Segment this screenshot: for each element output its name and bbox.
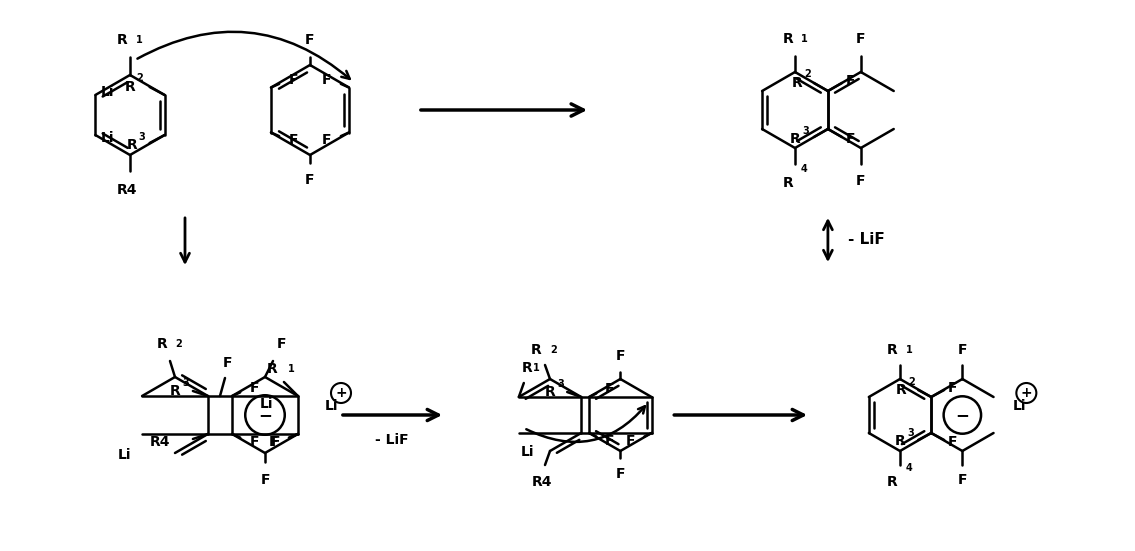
- Text: R: R: [782, 32, 793, 46]
- Text: Li: Li: [1012, 399, 1026, 413]
- Text: F: F: [605, 382, 615, 396]
- Text: R: R: [531, 343, 543, 357]
- Text: 3: 3: [907, 428, 914, 438]
- Text: R: R: [125, 80, 135, 94]
- Text: 4: 4: [801, 164, 808, 174]
- Text: F: F: [615, 467, 625, 481]
- Text: Li: Li: [117, 448, 131, 462]
- Text: R: R: [522, 361, 532, 375]
- Text: 2: 2: [550, 345, 557, 355]
- Text: R: R: [117, 33, 128, 47]
- Text: Li: Li: [325, 399, 338, 413]
- Text: R: R: [896, 434, 906, 448]
- Text: Li: Li: [260, 397, 272, 411]
- Text: F: F: [250, 435, 260, 449]
- Text: F: F: [289, 133, 299, 148]
- Text: R4: R4: [150, 435, 170, 449]
- Text: F: F: [224, 356, 233, 370]
- Text: F: F: [260, 473, 270, 487]
- Text: F: F: [846, 74, 856, 88]
- Text: 3: 3: [557, 379, 564, 389]
- Text: F: F: [305, 33, 314, 47]
- Text: R: R: [792, 76, 802, 90]
- Text: 2: 2: [136, 73, 143, 83]
- Text: 1: 1: [906, 345, 913, 355]
- Text: 3: 3: [802, 126, 808, 136]
- Text: F: F: [289, 73, 299, 87]
- Text: R: R: [888, 343, 898, 357]
- Text: 3: 3: [138, 132, 145, 142]
- Text: 1: 1: [532, 363, 539, 373]
- Text: 1: 1: [288, 364, 295, 374]
- Text: R: R: [170, 384, 180, 398]
- Text: 4: 4: [906, 463, 913, 473]
- Text: - LiF: - LiF: [376, 433, 409, 447]
- Text: R4: R4: [117, 183, 137, 197]
- Text: F: F: [250, 381, 260, 395]
- Text: +: +: [335, 386, 347, 400]
- Text: F: F: [948, 381, 958, 395]
- Text: Li: Li: [521, 445, 535, 459]
- Text: 3: 3: [182, 378, 188, 388]
- Text: Li: Li: [100, 131, 114, 145]
- Text: R: R: [897, 383, 907, 397]
- Text: F: F: [605, 434, 615, 448]
- Text: F: F: [321, 133, 331, 148]
- Text: 2: 2: [175, 339, 182, 349]
- Text: R4: R4: [532, 475, 553, 489]
- Text: F: F: [305, 173, 314, 187]
- Text: F: F: [856, 32, 866, 46]
- Text: F: F: [958, 473, 967, 487]
- Text: F: F: [268, 435, 278, 449]
- Text: R: R: [888, 475, 898, 489]
- Text: F: F: [270, 435, 280, 449]
- Text: F: F: [948, 435, 958, 449]
- Text: Li: Li: [100, 85, 114, 99]
- Text: F: F: [846, 132, 856, 146]
- Text: F: F: [958, 343, 967, 357]
- Text: F: F: [321, 73, 331, 87]
- Text: F: F: [615, 349, 625, 363]
- Text: F: F: [277, 337, 286, 351]
- Text: R: R: [782, 176, 793, 190]
- Text: −: −: [258, 406, 272, 424]
- Text: R: R: [267, 362, 278, 376]
- Text: 2: 2: [908, 377, 915, 387]
- Text: −: −: [956, 406, 969, 424]
- Text: R: R: [127, 138, 137, 152]
- Text: +: +: [1020, 386, 1032, 400]
- Text: R: R: [790, 132, 800, 146]
- Text: - LiF: - LiF: [848, 233, 884, 247]
- Text: 1: 1: [136, 35, 143, 45]
- Text: R: R: [157, 337, 167, 351]
- Text: 2: 2: [804, 69, 810, 79]
- Text: F: F: [627, 434, 636, 448]
- Text: R: R: [545, 385, 556, 399]
- Text: F: F: [856, 174, 866, 188]
- Text: 1: 1: [801, 34, 808, 44]
